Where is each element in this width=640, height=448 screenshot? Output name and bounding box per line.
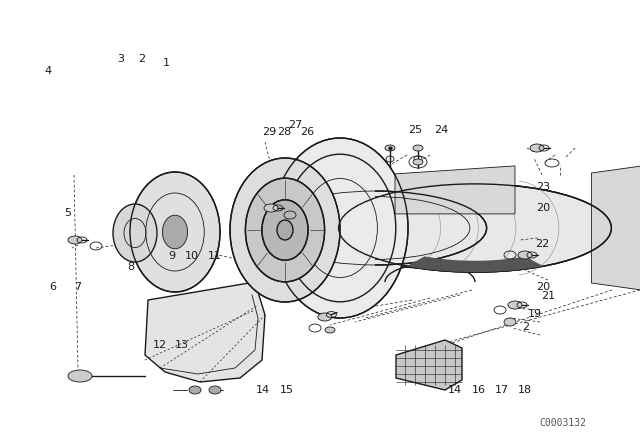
Text: 15: 15	[280, 385, 294, 395]
Ellipse shape	[413, 145, 423, 151]
Ellipse shape	[504, 318, 516, 326]
Ellipse shape	[518, 251, 532, 259]
Ellipse shape	[163, 215, 188, 249]
Ellipse shape	[68, 370, 92, 382]
Text: 14: 14	[255, 385, 269, 395]
Text: 25: 25	[408, 125, 422, 135]
Text: 20: 20	[536, 282, 550, 292]
Polygon shape	[145, 282, 265, 382]
Text: 10: 10	[185, 251, 199, 261]
Text: 12: 12	[153, 340, 167, 350]
Text: 9: 9	[168, 251, 175, 261]
Text: 3: 3	[117, 54, 124, 64]
Ellipse shape	[318, 313, 332, 321]
Ellipse shape	[113, 204, 157, 262]
Text: 24: 24	[435, 125, 449, 135]
Text: 28: 28	[277, 127, 291, 137]
Ellipse shape	[272, 138, 408, 318]
Text: C0003132: C0003132	[540, 418, 587, 428]
Text: 20: 20	[536, 203, 550, 213]
Ellipse shape	[264, 204, 278, 212]
Ellipse shape	[189, 386, 201, 394]
Text: 26: 26	[300, 127, 314, 137]
Text: 2: 2	[522, 322, 530, 332]
Ellipse shape	[68, 236, 82, 244]
Text: 21: 21	[541, 291, 555, 301]
Ellipse shape	[209, 386, 221, 394]
Ellipse shape	[385, 145, 395, 151]
Text: 2: 2	[138, 54, 146, 64]
Text: 13: 13	[175, 340, 189, 350]
Polygon shape	[395, 166, 515, 214]
Polygon shape	[591, 166, 640, 290]
Ellipse shape	[339, 184, 611, 272]
Ellipse shape	[262, 200, 308, 260]
Text: 23: 23	[536, 182, 550, 192]
Polygon shape	[264, 184, 611, 272]
Text: 14: 14	[447, 385, 461, 395]
Text: 5: 5	[64, 208, 70, 218]
Ellipse shape	[130, 172, 220, 292]
Text: 8: 8	[127, 262, 135, 271]
Text: 22: 22	[536, 239, 550, 249]
Text: 11: 11	[208, 251, 222, 261]
Polygon shape	[407, 256, 543, 272]
Text: 1: 1	[163, 58, 170, 68]
Ellipse shape	[245, 178, 324, 282]
Ellipse shape	[277, 220, 293, 240]
Text: 16: 16	[472, 385, 486, 395]
Text: 18: 18	[518, 385, 532, 395]
Text: 17: 17	[495, 385, 509, 395]
Polygon shape	[396, 340, 462, 390]
Ellipse shape	[508, 301, 522, 309]
Text: 29: 29	[262, 127, 276, 137]
Ellipse shape	[413, 159, 423, 165]
Text: 19: 19	[528, 309, 542, 319]
Ellipse shape	[530, 144, 544, 152]
Text: 27: 27	[289, 120, 303, 129]
Text: 4: 4	[44, 66, 52, 76]
Text: 7: 7	[74, 282, 82, 292]
Text: 6: 6	[49, 282, 56, 292]
Ellipse shape	[325, 327, 335, 333]
Ellipse shape	[230, 158, 340, 302]
